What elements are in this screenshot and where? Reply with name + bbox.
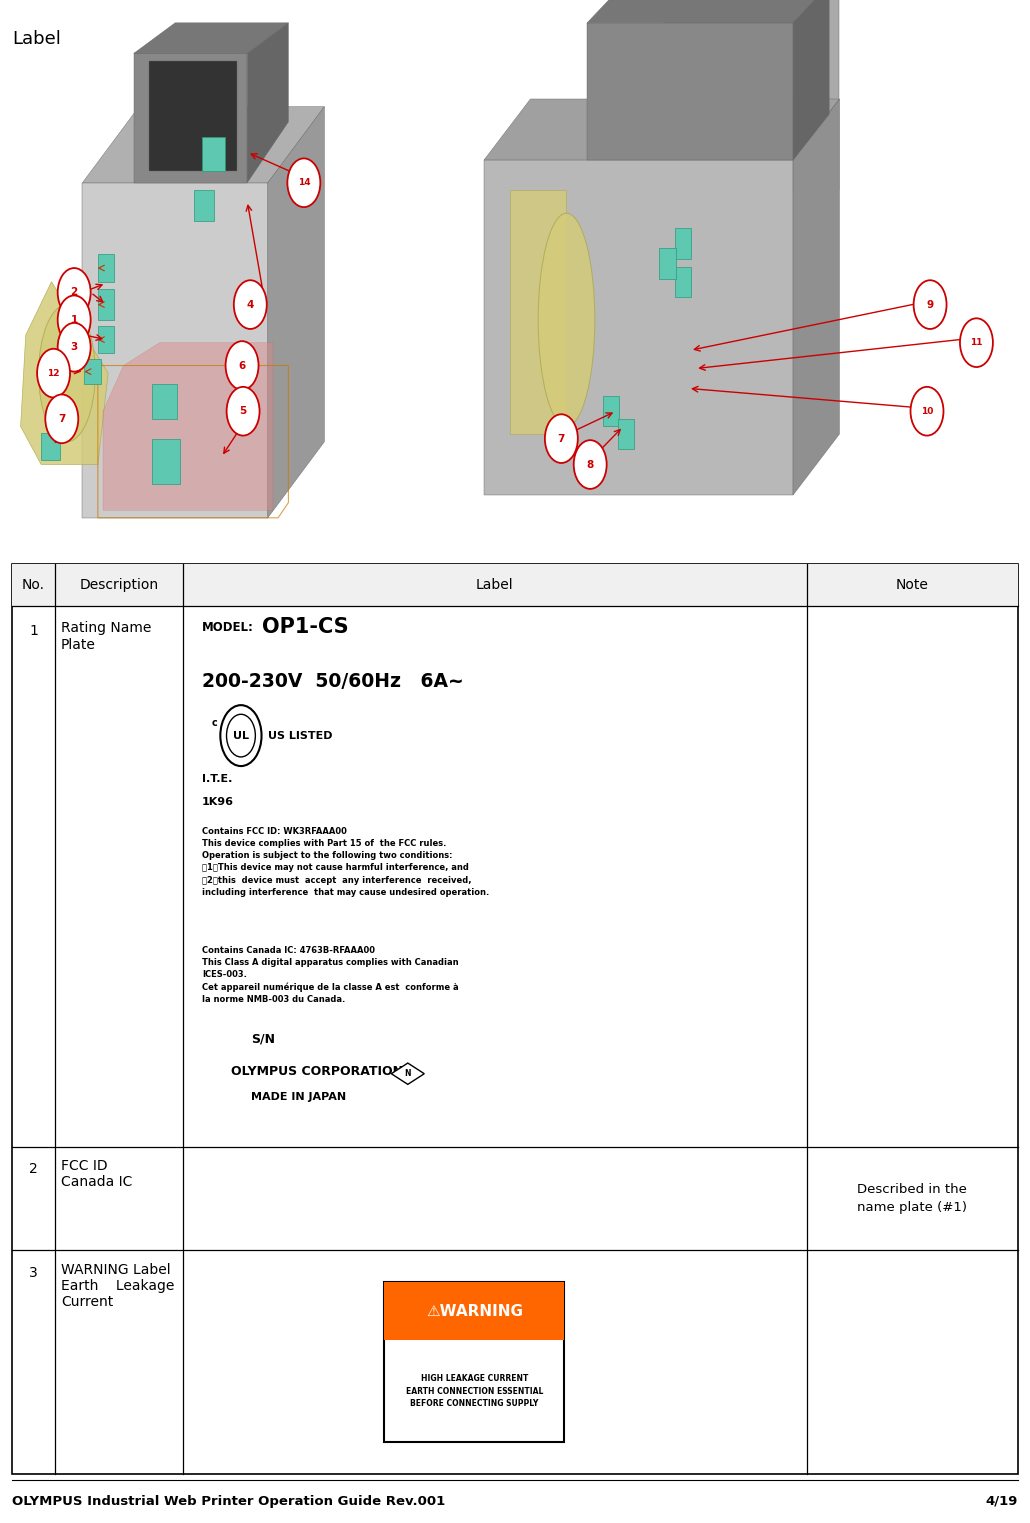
- Text: 5: 5: [239, 407, 247, 416]
- Polygon shape: [103, 343, 273, 510]
- Text: 2: 2: [70, 288, 78, 297]
- Bar: [12, 564, 1018, 606]
- Circle shape: [227, 387, 260, 436]
- Text: c: c: [211, 719, 217, 728]
- Text: 10: 10: [921, 407, 933, 416]
- Text: 12: 12: [47, 369, 60, 378]
- Text: 11: 11: [970, 338, 983, 347]
- Text: 4/19: 4/19: [986, 1494, 1018, 1508]
- Circle shape: [45, 394, 78, 443]
- Polygon shape: [134, 23, 288, 53]
- Polygon shape: [510, 190, 567, 434]
- Polygon shape: [202, 137, 225, 171]
- Text: Description: Description: [79, 577, 159, 592]
- Text: 2: 2: [29, 1162, 38, 1176]
- Text: Label: Label: [12, 30, 61, 49]
- Text: No.: No.: [22, 577, 45, 592]
- Text: N: N: [405, 1069, 411, 1078]
- Circle shape: [545, 414, 578, 463]
- Bar: [384, 1282, 564, 1442]
- Circle shape: [58, 268, 91, 317]
- Text: ⚠WARNING: ⚠WARNING: [425, 1304, 523, 1319]
- Text: FCC ID
Canada IC: FCC ID Canada IC: [61, 1159, 132, 1189]
- Text: 8: 8: [586, 460, 594, 469]
- Polygon shape: [484, 160, 793, 495]
- Polygon shape: [82, 183, 268, 518]
- Text: UL: UL: [233, 731, 249, 740]
- Circle shape: [911, 387, 943, 436]
- Polygon shape: [21, 282, 108, 465]
- Polygon shape: [247, 23, 288, 183]
- Polygon shape: [149, 61, 237, 171]
- Circle shape: [914, 280, 947, 329]
- Polygon shape: [134, 53, 247, 183]
- Text: S/N: S/N: [251, 1033, 275, 1046]
- Polygon shape: [793, 0, 829, 160]
- Text: I.T.E.: I.T.E.: [202, 774, 232, 784]
- Polygon shape: [82, 107, 324, 183]
- Text: 200-230V  50/60Hz   6A~: 200-230V 50/60Hz 6A~: [202, 672, 464, 690]
- Circle shape: [574, 440, 607, 489]
- Bar: [12, 564, 1018, 1474]
- Text: Contains Canada IC: 4763B-RFAAA00
This Class A digital apparatus complies with C: Contains Canada IC: 4763B-RFAAA00 This C…: [202, 946, 458, 1004]
- Ellipse shape: [538, 213, 594, 426]
- Polygon shape: [98, 254, 114, 282]
- Polygon shape: [98, 326, 114, 353]
- Text: 9: 9: [927, 300, 933, 309]
- Polygon shape: [84, 359, 101, 384]
- Circle shape: [227, 714, 255, 757]
- Text: OP1-CS: OP1-CS: [262, 617, 348, 637]
- Text: 4: 4: [246, 300, 254, 309]
- Circle shape: [220, 705, 262, 766]
- Polygon shape: [152, 439, 180, 484]
- Text: HIGH LEAKAGE CURRENT
EARTH CONNECTION ESSENTIAL
BEFORE CONNECTING SUPPLY: HIGH LEAKAGE CURRENT EARTH CONNECTION ES…: [406, 1374, 543, 1409]
- Text: OLYMPUS Industrial Web Printer Operation Guide Rev.001: OLYMPUS Industrial Web Printer Operation…: [12, 1494, 446, 1508]
- Text: 3: 3: [29, 1266, 38, 1279]
- Text: 6: 6: [238, 361, 246, 370]
- Polygon shape: [659, 248, 676, 279]
- Text: Described in the
name plate (#1): Described in the name plate (#1): [857, 1183, 967, 1214]
- Polygon shape: [484, 99, 839, 160]
- Text: Rating Name
Plate: Rating Name Plate: [61, 621, 151, 652]
- Text: 7: 7: [557, 434, 565, 443]
- Text: MADE IN JAPAN: MADE IN JAPAN: [251, 1092, 346, 1103]
- Polygon shape: [152, 384, 177, 419]
- Text: 7: 7: [58, 414, 66, 423]
- Polygon shape: [98, 289, 114, 320]
- Polygon shape: [41, 433, 60, 460]
- Text: 14: 14: [298, 178, 310, 187]
- Text: OLYMPUS CORPORATION: OLYMPUS CORPORATION: [231, 1065, 403, 1078]
- Text: Contains FCC ID: WK3RFAAA00
This device complies with Part 15 of  the FCC rules.: Contains FCC ID: WK3RFAAA00 This device …: [202, 827, 489, 897]
- Polygon shape: [664, 0, 839, 190]
- Polygon shape: [587, 23, 793, 160]
- Polygon shape: [268, 107, 324, 518]
- Polygon shape: [194, 190, 214, 221]
- Text: US LISTED: US LISTED: [268, 731, 333, 740]
- Polygon shape: [793, 99, 839, 495]
- Text: Label: Label: [476, 577, 514, 592]
- Circle shape: [234, 280, 267, 329]
- Circle shape: [58, 323, 91, 372]
- Circle shape: [37, 349, 70, 398]
- Text: WARNING Label
Earth    Leakage
Current: WARNING Label Earth Leakage Current: [61, 1263, 174, 1308]
- Circle shape: [58, 295, 91, 344]
- Polygon shape: [603, 396, 619, 426]
- Circle shape: [287, 158, 320, 207]
- Text: 1K96: 1K96: [202, 797, 234, 807]
- Polygon shape: [587, 0, 829, 23]
- Text: Note: Note: [896, 577, 928, 592]
- Polygon shape: [391, 1063, 424, 1084]
- Circle shape: [226, 341, 259, 390]
- Text: 3: 3: [70, 343, 78, 352]
- Polygon shape: [618, 419, 634, 449]
- Polygon shape: [675, 267, 691, 297]
- Text: 1: 1: [70, 315, 78, 324]
- Circle shape: [960, 318, 993, 367]
- Text: 1: 1: [29, 624, 38, 638]
- Ellipse shape: [39, 305, 95, 442]
- Polygon shape: [675, 228, 691, 259]
- Text: MODEL:: MODEL:: [202, 621, 253, 635]
- Bar: [384, 1282, 564, 1340]
